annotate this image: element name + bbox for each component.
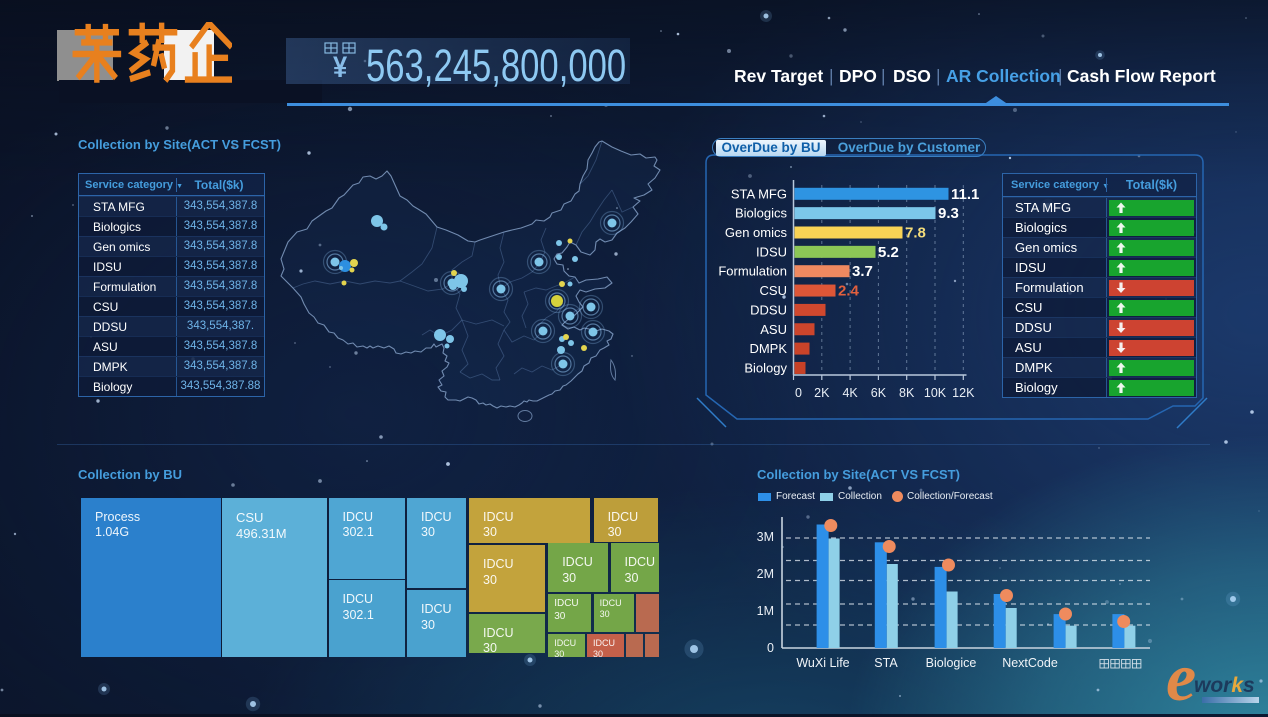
svg-text:Formulation: Formulation [718,264,787,279]
svg-text:Gen omics: Gen omics [725,225,788,240]
svg-text:2M: 2M [757,567,774,581]
svg-text:0: 0 [795,386,802,400]
svg-text:5.2: 5.2 [878,244,899,261]
svg-text:Biologice: Biologice [926,656,977,670]
svg-text:DDSU: DDSU [750,302,787,317]
svg-text:Biology: Biology [744,360,787,375]
svg-text:9.3: 9.3 [938,205,959,222]
svg-text:2K: 2K [814,386,830,400]
svg-text:10K: 10K [924,386,947,400]
svg-text:STA MFG: STA MFG [731,186,787,201]
svg-text:IDSU: IDSU [756,244,787,259]
svg-text:NextCode: NextCode [1002,656,1058,670]
svg-text:1M: 1M [757,604,774,618]
svg-text:3.7: 3.7 [852,263,873,280]
svg-text:3M: 3M [757,530,774,544]
svg-text:STA: STA [874,656,898,670]
svg-text:CSU: CSU [760,283,787,298]
svg-text:6K: 6K [871,386,887,400]
svg-text:2.4: 2.4 [838,283,860,300]
svg-text:12K: 12K [952,386,975,400]
svg-text:WuXi Life: WuXi Life [796,656,849,670]
svg-text:ASU: ASU [760,322,787,337]
svg-text:DMPK: DMPK [749,341,787,356]
svg-text:11.1: 11.1 [951,186,979,203]
svg-text:4K: 4K [842,386,858,400]
svg-text:7.8: 7.8 [905,225,926,242]
svg-text:Biologics: Biologics [735,206,788,221]
svg-text:8K: 8K [899,386,915,400]
svg-text:0: 0 [767,641,774,655]
